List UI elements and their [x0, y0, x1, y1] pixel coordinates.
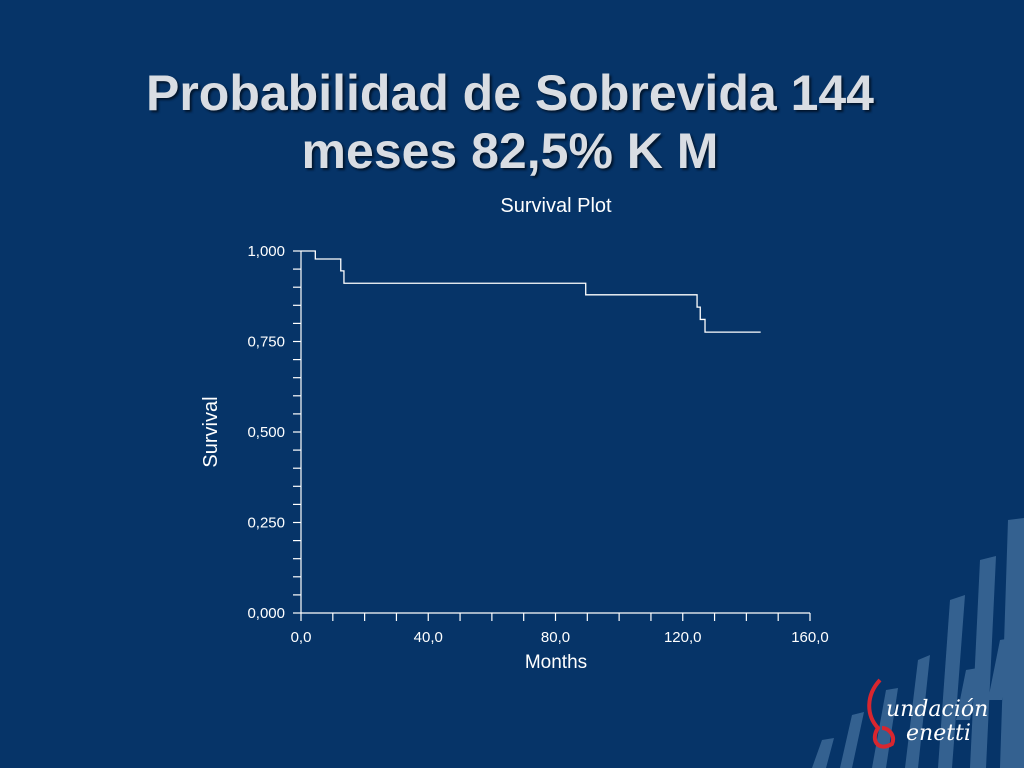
slide-title-line1: Probabilidad de Sobrevida 144 [145, 64, 874, 121]
y-axis-label: Survival [200, 396, 222, 467]
x-tick-label: 80,0 [541, 629, 570, 646]
slide-title: Probabilidad de Sobrevida 144 meses 82,5… [60, 64, 960, 180]
x-axis-label: Months [525, 652, 587, 673]
slide-title-line2: meses 82,5% K M [301, 122, 719, 179]
logo-heart-mark [867, 678, 895, 749]
chart-title: Survival Plot [500, 195, 612, 217]
logo-line1: undación [886, 697, 988, 722]
decor-stripe [1000, 518, 1024, 768]
decor-stripe [840, 712, 864, 768]
y-tick-label: 0,500 [247, 424, 285, 441]
survival-curve-line [301, 250, 761, 333]
series-layer [301, 250, 761, 333]
x-tick-label: 0,0 [291, 629, 312, 646]
decor-stripe [905, 655, 930, 768]
axes: 0,000 0,250 0,500 0,750 1,000 0,0 40,0 80,0 120,… [247, 243, 828, 646]
decor-stripe [956, 668, 978, 720]
logo-line2: enetti [906, 721, 971, 746]
y-tick-label: 0,250 [247, 515, 285, 532]
y-tick-label: 1,000 [247, 243, 285, 260]
x-tick-label: 160,0 [791, 629, 829, 646]
y-tick-label: 0,000 [247, 605, 285, 622]
decor-stripe [988, 638, 1012, 700]
x-tick-label: 120,0 [664, 629, 702, 646]
decor-stripe [938, 595, 965, 768]
decor-stripe [812, 738, 834, 768]
decor-stripe [970, 556, 996, 768]
y-tick-label: 0,750 [247, 334, 285, 351]
x-tick-label: 40,0 [414, 629, 443, 646]
fundacion-logo: undación enetti [867, 678, 988, 749]
